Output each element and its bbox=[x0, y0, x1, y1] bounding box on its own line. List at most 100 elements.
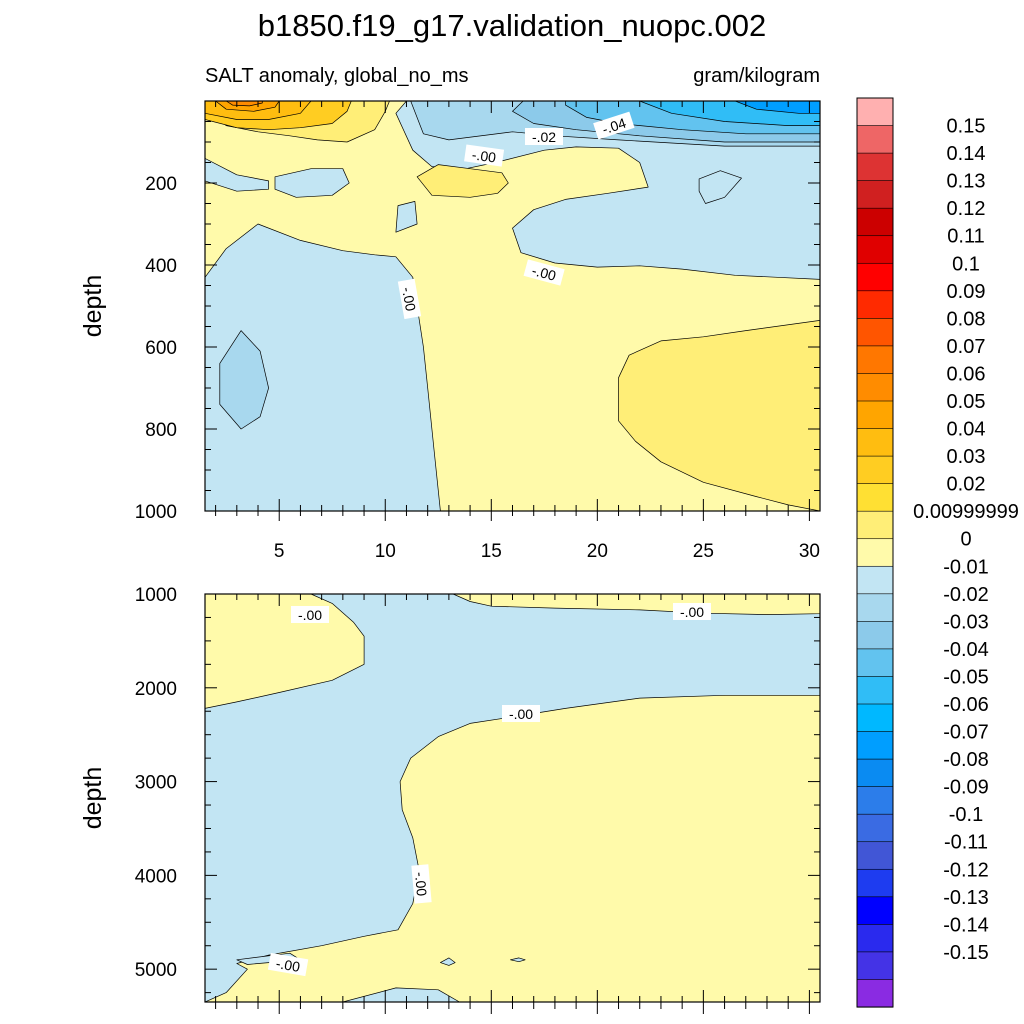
svg-text:-.00: -.00 bbox=[298, 607, 322, 623]
y-tick-label: 3000 bbox=[135, 773, 177, 794]
colorbar-box bbox=[856, 758, 894, 788]
colorbar-box bbox=[856, 621, 894, 650]
contour-label: -.00 bbox=[464, 144, 505, 167]
colorbar-box bbox=[856, 207, 894, 237]
colorbar-box bbox=[856, 786, 894, 815]
contour-label: -.00 bbox=[502, 705, 540, 722]
contour-label: -.04 bbox=[593, 111, 635, 140]
colorbar-box bbox=[856, 180, 894, 209]
colorbar-label: -0.02 bbox=[943, 584, 989, 606]
contour-region-upper-0 bbox=[205, 223, 441, 511]
y-tick-label: 600 bbox=[145, 338, 177, 359]
colorbar-label: 0 bbox=[960, 529, 971, 551]
x-tick-label: 20 bbox=[587, 541, 608, 562]
svg-text:-.00: -.00 bbox=[530, 262, 558, 284]
colorbar-box bbox=[856, 428, 894, 457]
colorbar-label: 0.14 bbox=[947, 143, 986, 165]
colorbar-label: -0.01 bbox=[943, 556, 989, 578]
colorbar: 0.15 0.14 0.13 0.12 0.11 0.1 0.09 0.08 0.07 0.06 0… bbox=[856, 97, 1019, 1008]
colorbar-label: -0.14 bbox=[943, 914, 989, 936]
colorbar-label: 0.05 bbox=[947, 391, 986, 413]
colorbar-label: -0.04 bbox=[943, 639, 989, 661]
lower-panel: 1000 2000 3000 4000 5000 depth -.00 -.00 -.00 -.0… bbox=[79, 585, 821, 1014]
colorbar-box bbox=[856, 262, 894, 292]
colorbar-label: 0.13 bbox=[947, 171, 986, 193]
colorbar-label: 0.07 bbox=[947, 336, 986, 358]
colorbar-box bbox=[856, 538, 894, 567]
colorbar-box bbox=[856, 400, 894, 430]
y-tick-label: 400 bbox=[145, 256, 177, 277]
svg-text:-.00: -.00 bbox=[275, 955, 302, 975]
chart-title: b1850.f19_g17.validation_nuopc.002 bbox=[258, 8, 767, 43]
y-axis-label: depth bbox=[79, 767, 107, 830]
colorbar-label: -0.12 bbox=[943, 859, 989, 881]
contour-region-lower-5 bbox=[510, 957, 526, 963]
colorbar-box bbox=[856, 318, 894, 347]
contour-region-upper-18 bbox=[225, 101, 263, 107]
colorbar-box bbox=[856, 483, 894, 512]
contour-region-lower-1 bbox=[452, 594, 820, 615]
colorbar-label: -0.05 bbox=[943, 667, 989, 689]
y-tick-label: 1000 bbox=[135, 502, 177, 523]
colorbar-label: -0.08 bbox=[943, 749, 989, 771]
svg-text:-.00: -.00 bbox=[680, 604, 704, 620]
colorbar-box bbox=[856, 813, 894, 843]
colorbar-box bbox=[856, 924, 894, 953]
y-axis-label: depth bbox=[79, 275, 107, 338]
contour-region-upper-14 bbox=[618, 320, 820, 511]
subtitle-right: gram/kilogram bbox=[693, 65, 820, 87]
svg-text:-.04: -.04 bbox=[600, 115, 628, 138]
x-tick-label: 30 bbox=[799, 541, 820, 562]
colorbar-label: 0.06 bbox=[947, 364, 986, 386]
contour-label: -.00 bbox=[397, 278, 422, 320]
colorbar-label: -0.11 bbox=[944, 832, 988, 854]
y-tick-label: 1000 bbox=[135, 585, 177, 606]
colorbar-box bbox=[856, 565, 894, 595]
colorbar-box bbox=[856, 125, 894, 154]
upper-panel: 200 400 600 800 1000 5 10 15 20 25 30 depth -.04 -.02… bbox=[79, 100, 821, 562]
contour-label: -.00 bbox=[267, 952, 309, 977]
contour-label: -.00 bbox=[523, 259, 565, 286]
colorbar-label: 0.15 bbox=[947, 116, 986, 138]
colorbar-box bbox=[856, 841, 894, 870]
colorbar-label: 0.00999999 bbox=[913, 501, 1019, 523]
x-tick-label: 15 bbox=[481, 541, 502, 562]
colorbar-label: -0.09 bbox=[943, 777, 989, 799]
colorbar-box bbox=[856, 290, 894, 319]
svg-text:-.00: -.00 bbox=[509, 706, 533, 722]
colorbar-box bbox=[856, 373, 894, 402]
colorbar-box bbox=[856, 510, 894, 540]
colorbar-label: 0.03 bbox=[947, 446, 986, 468]
colorbar-frame bbox=[856, 97, 894, 1008]
contour-region-upper-4 bbox=[395, 201, 418, 233]
colorbar-label: 0.04 bbox=[947, 419, 986, 441]
colorbar-label: -0.13 bbox=[943, 887, 989, 909]
subtitle-left: SALT anomaly, global_no_ms bbox=[205, 65, 469, 87]
y-tick-label: 800 bbox=[145, 420, 177, 441]
colorbar-label: -0.03 bbox=[943, 611, 989, 633]
svg-text:-.00: -.00 bbox=[412, 871, 430, 897]
colorbar-box bbox=[856, 235, 894, 264]
colorbar-label: 0.11 bbox=[947, 226, 984, 248]
colorbar-box bbox=[856, 455, 894, 485]
y-tick-label: 4000 bbox=[135, 866, 177, 887]
colorbar-box bbox=[856, 345, 894, 375]
colorbar-label: -0.06 bbox=[943, 694, 989, 716]
colorbar-box bbox=[856, 593, 894, 622]
colorbar-box bbox=[856, 703, 894, 733]
svg-text:-.00: -.00 bbox=[471, 146, 497, 165]
colorbar-label: -0.1 bbox=[949, 804, 983, 826]
x-tick-label: 25 bbox=[693, 541, 714, 562]
contour-region-upper-3 bbox=[274, 168, 350, 198]
contour-label: -.00 bbox=[291, 606, 329, 623]
contour-region-upper-13 bbox=[416, 164, 509, 198]
colorbar-label: 0.1 bbox=[952, 253, 980, 275]
colorbar-box bbox=[856, 676, 894, 705]
colorbar-box bbox=[856, 97, 894, 127]
y-tick-label: 2000 bbox=[135, 679, 177, 700]
colorbar-box bbox=[856, 868, 894, 898]
contour-region-lower-3 bbox=[342, 987, 460, 1002]
svg-text:-.02: -.02 bbox=[532, 129, 556, 145]
contour-label: -.00 bbox=[673, 603, 711, 620]
